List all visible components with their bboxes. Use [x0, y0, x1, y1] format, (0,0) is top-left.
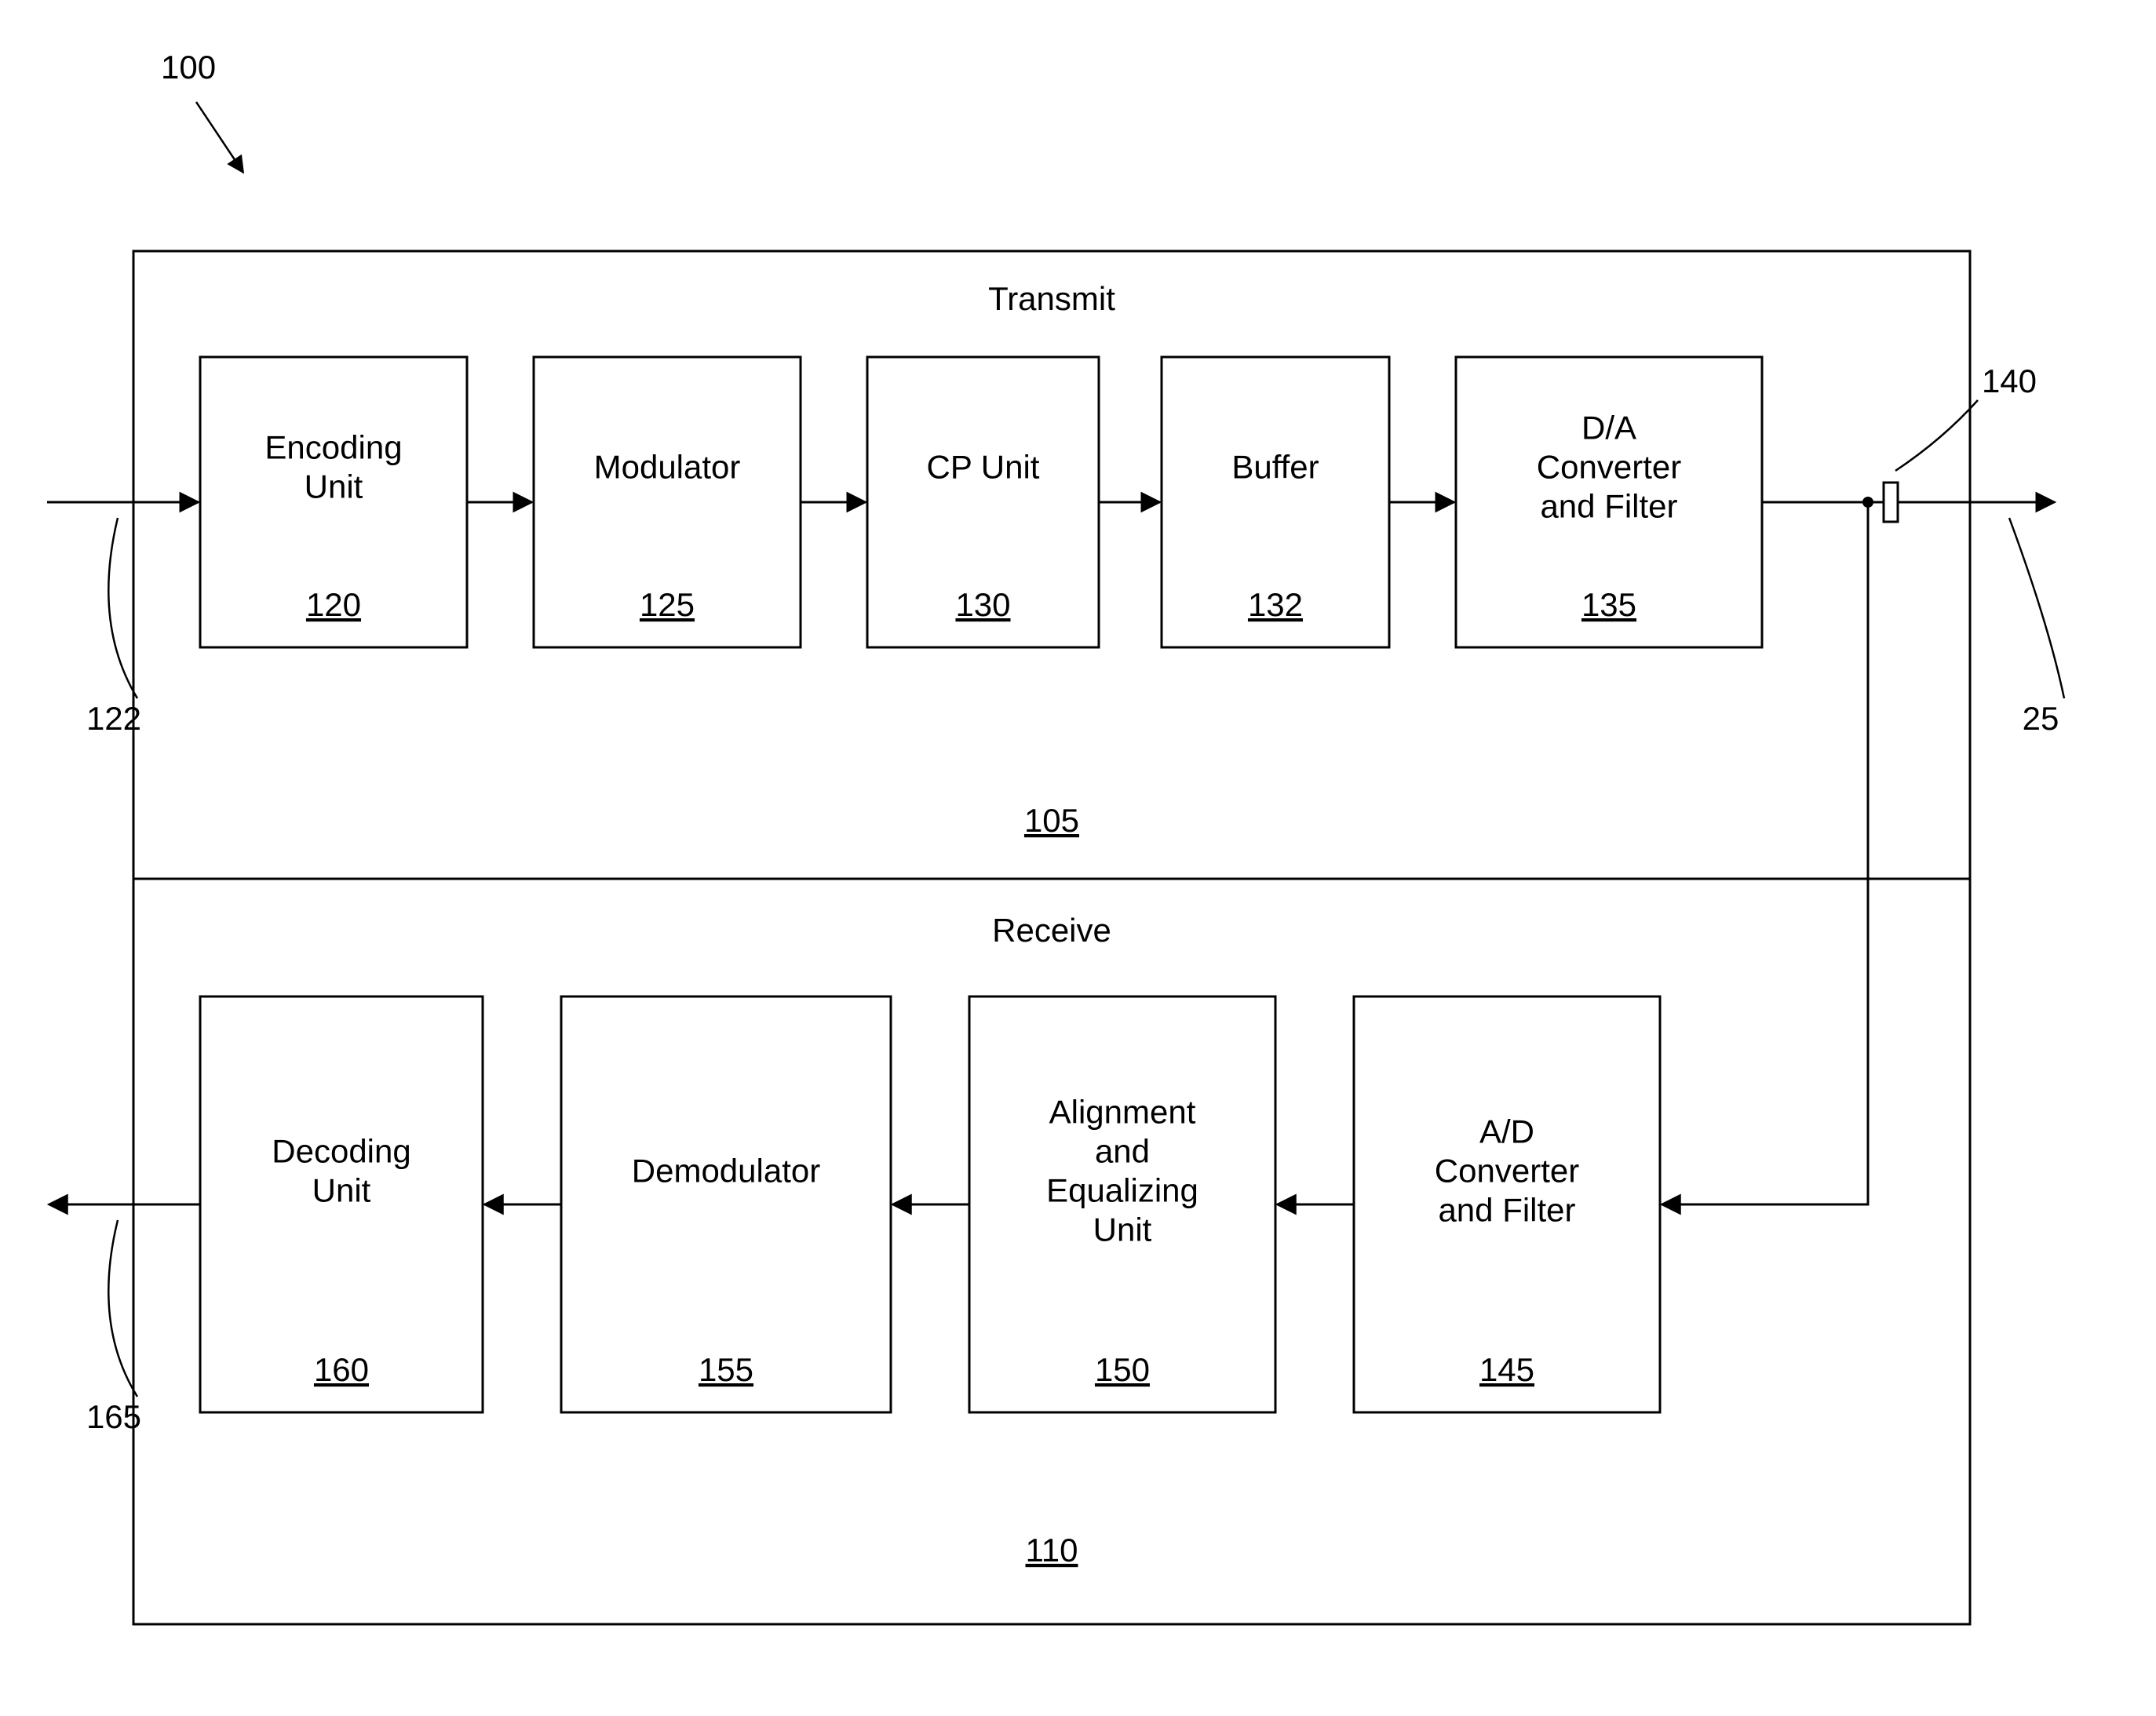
- svg-text:Unit: Unit: [312, 1172, 371, 1209]
- svg-text:Unit: Unit: [1093, 1211, 1152, 1248]
- svg-text:and Filter: and Filter: [1438, 1192, 1575, 1229]
- svg-text:Transmit: Transmit: [988, 280, 1115, 317]
- svg-text:Converter: Converter: [1537, 449, 1681, 486]
- svg-text:110: 110: [1026, 1532, 1078, 1568]
- svg-text:Unit: Unit: [305, 468, 363, 505]
- svg-text:155: 155: [699, 1351, 753, 1388]
- svg-text:Alignment: Alignment: [1049, 1094, 1196, 1131]
- svg-text:Buffer: Buffer: [1231, 449, 1319, 486]
- svg-text:Decoding: Decoding: [272, 1133, 410, 1170]
- svg-text:120: 120: [306, 586, 361, 623]
- svg-text:Demodulator: Demodulator: [632, 1153, 820, 1190]
- svg-text:Receive: Receive: [992, 912, 1111, 949]
- svg-text:165: 165: [86, 1398, 141, 1435]
- svg-text:122: 122: [86, 700, 141, 737]
- svg-text:135: 135: [1581, 586, 1636, 623]
- svg-text:and: and: [1095, 1133, 1150, 1170]
- svg-text:Equalizing: Equalizing: [1046, 1172, 1198, 1209]
- svg-text:D/A: D/A: [1581, 410, 1636, 446]
- svg-text:A/D: A/D: [1479, 1113, 1534, 1150]
- svg-text:145: 145: [1479, 1351, 1534, 1388]
- svg-text:and Filter: and Filter: [1540, 488, 1677, 525]
- svg-text:Modulator: Modulator: [594, 449, 741, 486]
- svg-text:125: 125: [640, 586, 695, 623]
- svg-text:Encoding: Encoding: [264, 429, 402, 466]
- transceiver-block-diagram: Transmit105Receive110EncodingUnit120Modu…: [47, 49, 2064, 1624]
- svg-text:100: 100: [161, 49, 216, 86]
- svg-text:25: 25: [2023, 700, 2059, 737]
- svg-text:Converter: Converter: [1435, 1153, 1579, 1190]
- svg-text:150: 150: [1095, 1351, 1150, 1388]
- svg-text:105: 105: [1024, 802, 1079, 839]
- svg-text:140: 140: [1982, 363, 2037, 399]
- svg-text:130: 130: [955, 586, 1010, 623]
- svg-text:CP Unit: CP Unit: [927, 449, 1040, 486]
- svg-text:160: 160: [314, 1351, 369, 1388]
- svg-text:132: 132: [1248, 586, 1303, 623]
